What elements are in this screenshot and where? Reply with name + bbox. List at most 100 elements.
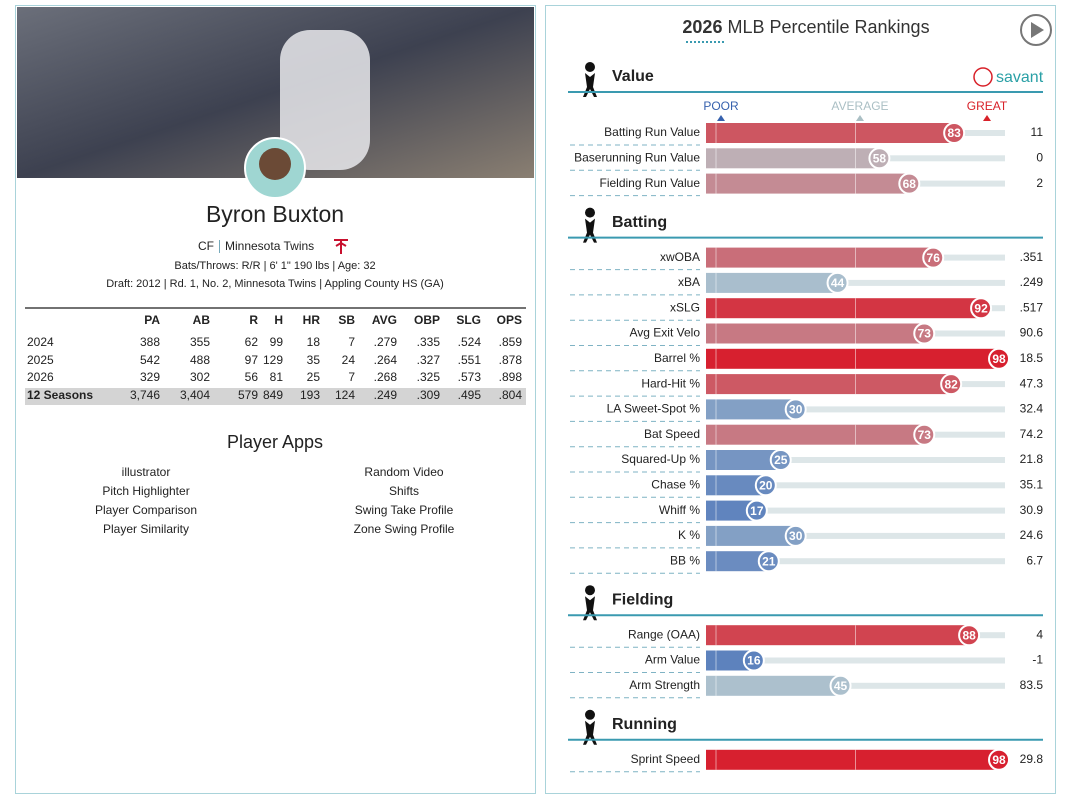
percentile-bar: [706, 424, 925, 445]
percentile-dot: [769, 449, 792, 471]
scale-label: AVERAGE: [831, 99, 888, 113]
table-cell: 62: [245, 335, 259, 349]
apps-title: Player Apps: [227, 432, 323, 452]
metric-value: .249: [1020, 275, 1044, 289]
table-header: OBP: [414, 313, 440, 327]
percentile-dot: [784, 398, 807, 421]
app-link[interactable]: Player Similarity: [103, 522, 189, 536]
app-link[interactable]: Swing Take Profile: [355, 503, 454, 517]
table-cell: 329: [140, 370, 160, 384]
metric-value: 74.2: [1020, 427, 1044, 441]
section-title: Fielding: [612, 591, 673, 608]
player-team: Minnesota Twins: [225, 239, 314, 253]
section-icon: [585, 585, 595, 596]
percentile-label: 82: [945, 377, 959, 391]
track: [924, 431, 1005, 438]
percentile-dot: [913, 322, 936, 345]
metric-value: 6.7: [1026, 553, 1043, 567]
table-cell: .325: [417, 370, 441, 384]
player-name: Byron Buxton: [206, 201, 344, 227]
table-cell: 3,746: [130, 388, 160, 402]
metric-label: Avg Exit Velo: [630, 326, 701, 340]
section-title: Batting: [612, 214, 667, 231]
track: [954, 130, 1005, 136]
percentile-label: 88: [962, 628, 976, 642]
table-cell: 302: [190, 370, 210, 384]
table-cell: .335: [417, 335, 441, 349]
metric-value: .517: [1020, 300, 1044, 314]
table-header: H: [274, 313, 283, 327]
table-cell: .573: [458, 370, 482, 384]
track: [795, 532, 1005, 539]
section-icon: [585, 207, 595, 218]
percentile-bar: [706, 749, 1000, 770]
app-link[interactable]: Pitch Highlighter: [102, 484, 189, 498]
track: [933, 254, 1005, 261]
table-cell: .898: [499, 370, 523, 384]
percentile-bar: [706, 374, 952, 395]
percentile-label: 73: [918, 327, 932, 341]
table-cell: 81: [270, 370, 284, 384]
percentile-bar: [706, 500, 757, 521]
table-header: OPS: [497, 313, 522, 327]
table-cell: .551: [458, 353, 482, 367]
percentile-dot: [742, 649, 765, 672]
table-cell: 24: [342, 353, 356, 367]
percentile-label: 25: [774, 453, 788, 467]
percentile-dot: [754, 474, 777, 497]
table-cell: .878: [499, 353, 523, 367]
metric-value: 21.8: [1020, 452, 1044, 466]
percentile-dot: [913, 423, 936, 446]
table-header: SLG: [456, 313, 481, 327]
season-label: 2024: [27, 335, 54, 349]
metric-value: -1: [1032, 653, 1043, 667]
player-position: CF: [198, 239, 214, 253]
percentile-label: 17: [750, 504, 764, 518]
percentile-label: 20: [759, 478, 773, 492]
track: [756, 507, 1005, 514]
metric-label: Arm Value: [645, 653, 700, 667]
table-cell: .268: [374, 370, 398, 384]
app-link[interactable]: illustrator: [122, 465, 171, 479]
app-link[interactable]: Shifts: [389, 484, 419, 498]
table-cell: 3,404: [180, 388, 210, 402]
table-cell: .264: [374, 353, 398, 367]
metric-value: 30.9: [1020, 503, 1044, 517]
percentile-bar: [706, 298, 982, 319]
metric-label: Squared-Up %: [621, 452, 700, 466]
table-cell: 193: [300, 388, 320, 402]
percentile-bar: [706, 348, 1000, 369]
metric-label: xSLG: [670, 300, 700, 314]
table-cell: 18: [307, 335, 321, 349]
app-link[interactable]: Player Comparison: [95, 503, 197, 517]
avatar-face: [259, 148, 291, 180]
app-link[interactable]: Random Video: [364, 465, 443, 479]
metric-value: 90.6: [1020, 326, 1044, 340]
table-cell: 129: [263, 353, 283, 367]
percentile-bar: [706, 450, 781, 470]
percentile-bar: [706, 123, 955, 143]
table-cell: 542: [140, 353, 160, 367]
percentile-label: 92: [974, 301, 988, 315]
percentile-dot: [829, 674, 852, 697]
percentile-label: 21: [762, 554, 776, 568]
app-link[interactable]: Zone Swing Profile: [354, 522, 455, 536]
table-cell: 388: [140, 335, 160, 349]
metric-label: Arm Strength: [629, 678, 700, 692]
metric-label: Range (OAA): [628, 627, 700, 641]
track: [837, 279, 1005, 286]
table-cell: 488: [190, 353, 210, 367]
percentile-bar: [706, 650, 754, 671]
rankings-title: 2026 MLB Percentile Rankings: [682, 17, 929, 37]
metric-label: xwOBA: [660, 250, 700, 264]
table-header: PA: [144, 313, 160, 327]
metric-label: Chase %: [651, 477, 700, 491]
percentile-bar: [706, 323, 925, 344]
table-cell: .524: [458, 335, 482, 349]
metric-value: 4: [1036, 627, 1043, 641]
section-title: Running: [612, 716, 677, 733]
percentile-dot: [958, 624, 981, 647]
percentile-label: 83: [947, 126, 961, 140]
percentile-bar: [706, 551, 769, 572]
